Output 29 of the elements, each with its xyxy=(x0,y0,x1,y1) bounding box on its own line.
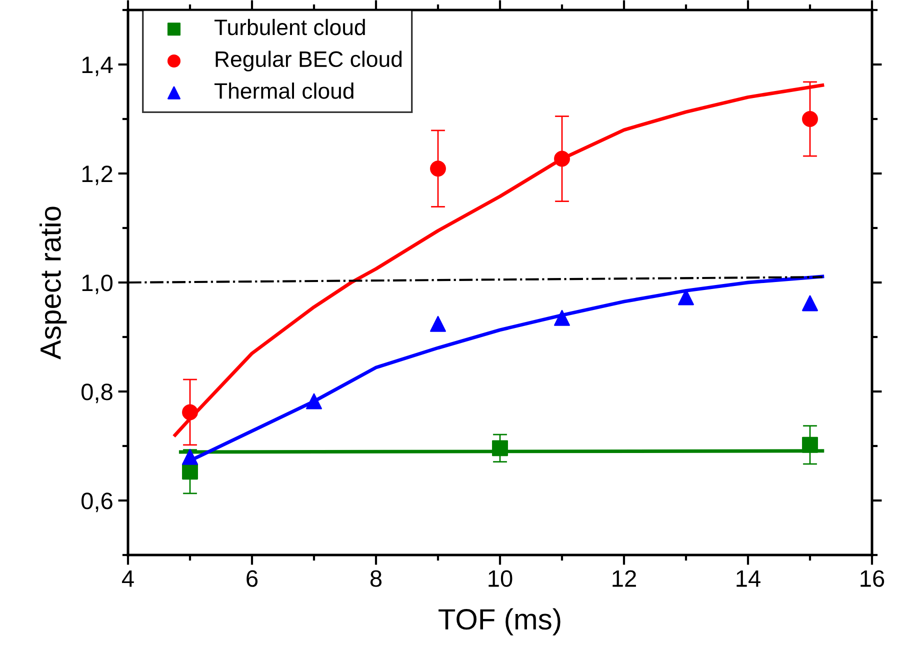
point xyxy=(182,464,198,480)
legend-label: Thermal cloud xyxy=(214,82,354,99)
point xyxy=(802,295,818,312)
point xyxy=(182,404,198,420)
point xyxy=(430,160,446,177)
y-tick-label: 1,2 xyxy=(82,166,112,186)
x-tick-label: 6 xyxy=(246,570,258,587)
y-tick-label: 0,8 xyxy=(82,384,112,404)
y-axis-title: Aspect ratio xyxy=(40,206,67,360)
x-tick-label: 14 xyxy=(736,570,760,587)
point xyxy=(430,316,446,332)
y-tick-label: 0,6 xyxy=(82,492,112,512)
point xyxy=(802,111,818,127)
y-tick-label: 1,0 xyxy=(82,274,112,294)
point xyxy=(554,310,570,326)
legend-label: Turbulent cloud xyxy=(214,18,365,36)
point xyxy=(306,393,322,410)
point xyxy=(492,440,508,456)
legend-label: Regular BEC cloud xyxy=(216,50,402,72)
x-tick-label: 16 xyxy=(860,570,884,587)
x-tick-label: 4 xyxy=(122,570,134,587)
x-axis-title: TOF (ms) xyxy=(438,608,560,636)
x-tick-label: 12 xyxy=(612,570,636,587)
x-tick-label: 10 xyxy=(488,570,512,587)
point xyxy=(554,150,570,167)
point xyxy=(182,448,198,465)
y-tick-label: 1,4 xyxy=(82,56,113,76)
x-tick-label: 8 xyxy=(370,570,382,587)
point xyxy=(802,436,818,453)
